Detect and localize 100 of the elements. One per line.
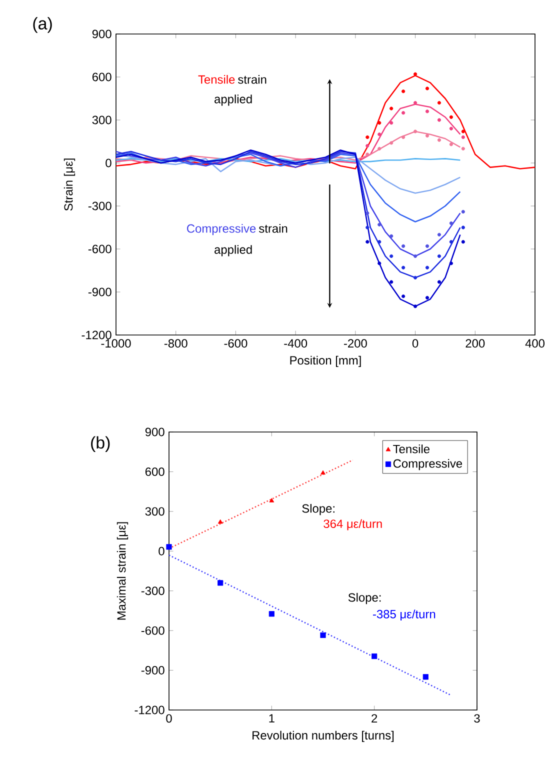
y-axis-title: Strain [με]	[64, 158, 76, 211]
y-tick-label: 300	[92, 116, 112, 124]
y-tick-label: 0	[158, 546, 164, 556]
y-tick-label: -900	[88, 288, 112, 296]
point	[413, 254, 418, 258]
point	[378, 240, 382, 244]
point	[390, 141, 394, 145]
x-tick-label: 2	[372, 714, 378, 723]
point	[366, 226, 370, 230]
y-tick-label: 600	[145, 467, 164, 476]
point	[378, 121, 382, 125]
x-tick-label: 200	[466, 339, 485, 348]
point	[425, 86, 430, 90]
y-tick-label: -600	[88, 244, 112, 254]
point	[437, 138, 442, 142]
point	[402, 294, 406, 298]
point	[320, 632, 326, 638]
x-tick-label: 400	[525, 339, 545, 348]
x-tick-label: -1000	[101, 339, 131, 348]
y-tick-label: 600	[92, 72, 112, 82]
point	[437, 280, 442, 284]
point	[425, 296, 430, 300]
point	[437, 118, 442, 122]
point	[449, 262, 453, 266]
point	[378, 222, 382, 226]
point	[437, 232, 442, 236]
point	[390, 121, 394, 125]
point	[425, 134, 430, 138]
chart-title: (a)	[33, 17, 52, 33]
point	[402, 111, 406, 115]
x-axis-title: Revolution numbers [turns]	[252, 730, 394, 742]
point	[366, 135, 370, 139]
point	[218, 580, 224, 586]
point	[461, 135, 465, 139]
point	[461, 240, 465, 244]
point	[372, 653, 378, 660]
point	[461, 210, 465, 214]
point	[366, 240, 370, 244]
point	[402, 90, 406, 94]
annotation: applied	[214, 245, 252, 256]
point	[402, 244, 406, 248]
legend-label: Compressive	[393, 458, 462, 470]
point	[390, 234, 394, 238]
point	[449, 142, 453, 146]
point	[378, 262, 382, 266]
x-tick-label: 0	[166, 714, 172, 723]
point	[413, 72, 418, 76]
y-tick-label: 900	[92, 30, 112, 38]
point	[422, 674, 428, 680]
annotation: Compressive	[187, 224, 256, 236]
point	[461, 130, 465, 134]
y-axis-title: Maximal strain [με]	[116, 522, 128, 620]
legend-label: Tensile	[393, 444, 430, 454]
y-tick-label: 0	[106, 158, 112, 168]
y-tick-label: -600	[141, 626, 164, 635]
point	[390, 106, 394, 110]
point	[413, 304, 418, 308]
point	[413, 130, 418, 134]
point	[378, 132, 382, 136]
annotation: Slope:	[348, 592, 381, 604]
point	[437, 101, 442, 105]
point	[425, 266, 430, 270]
point	[269, 498, 274, 502]
annotation: Tensile	[198, 75, 235, 84]
point	[402, 266, 406, 270]
point	[390, 280, 394, 284]
point	[320, 470, 326, 475]
point	[218, 519, 223, 524]
y-tick-label: 300	[145, 507, 164, 516]
point	[425, 110, 430, 114]
annotation: applied	[214, 94, 252, 106]
x-tick-label: 1	[269, 714, 274, 722]
x-tick-label: -400	[284, 339, 308, 348]
point	[461, 146, 465, 150]
annotation: -385 με/turn	[373, 610, 436, 621]
point	[425, 244, 430, 248]
point	[413, 276, 418, 280]
annotation: Slope:	[302, 504, 334, 516]
y-tick-label: -300	[88, 202, 112, 210]
point	[366, 144, 370, 148]
x-tick-label: -600	[224, 339, 248, 348]
point	[378, 146, 382, 150]
point	[449, 126, 453, 130]
x-tick-label: 3	[474, 714, 480, 723]
point	[461, 226, 465, 230]
x-axis-title: Position [mm]	[290, 356, 361, 367]
point	[390, 254, 394, 258]
x-tick-label: 0	[412, 339, 418, 348]
point	[268, 611, 274, 617]
y-tick-label: -900	[141, 666, 164, 675]
point	[449, 115, 453, 119]
point	[166, 544, 172, 550]
x-tick-label: -800	[164, 339, 188, 348]
point	[366, 211, 370, 215]
annotation: strain	[258, 224, 288, 233]
y-tick-label: 900	[145, 428, 164, 436]
annotation: strain	[238, 75, 266, 84]
x-tick-label: -200	[344, 339, 367, 348]
point	[366, 152, 370, 156]
point	[449, 240, 453, 244]
